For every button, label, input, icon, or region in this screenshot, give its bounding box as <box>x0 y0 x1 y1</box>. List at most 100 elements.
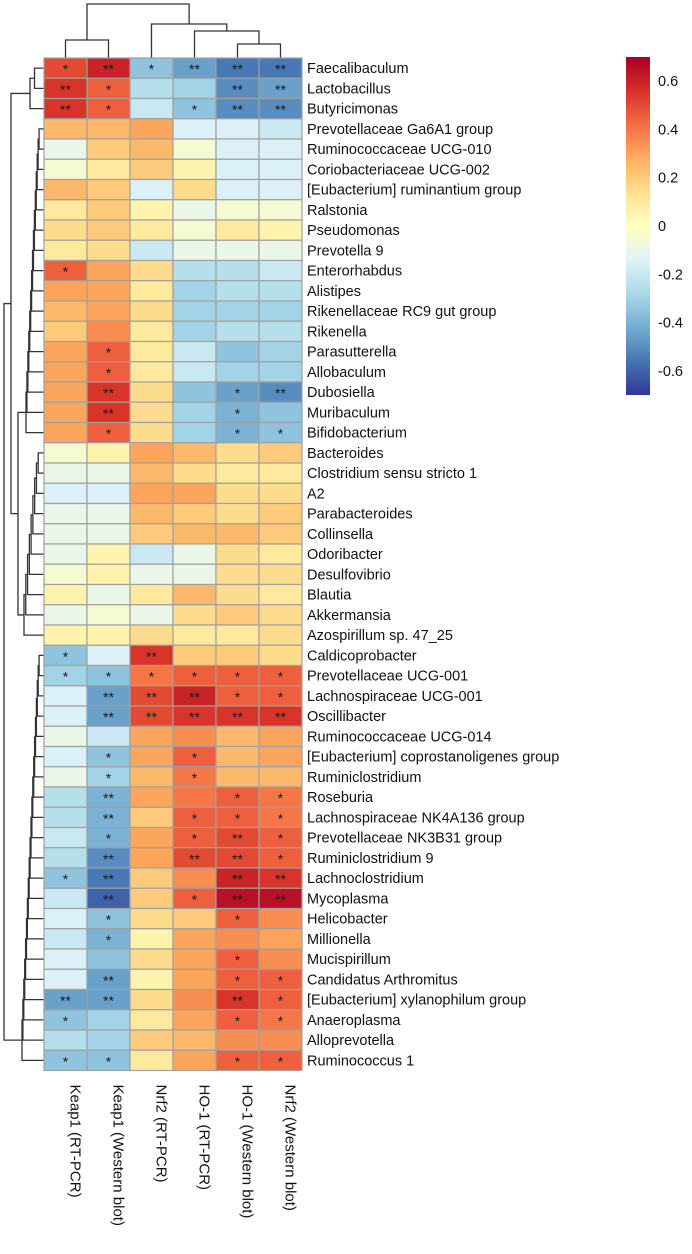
significance-mark: * <box>106 770 112 786</box>
row-label: Rikenellaceae RC9 gut group <box>307 304 496 320</box>
heatmap-cell <box>172 1009 217 1031</box>
dendrogram-branch <box>10 92 30 515</box>
dendrogram-branch <box>236 43 282 58</box>
row-label: [Eubacterium] coprostanoligenes group <box>307 750 559 766</box>
heatmap-cell <box>258 624 303 646</box>
row-label: Enterorhabdus <box>307 264 402 280</box>
significance-mark: ** <box>103 385 114 401</box>
color-legend: 0.6 0.4 0.2 0 -0.2 -0.4 -0.6 <box>626 57 683 395</box>
heatmap-cell <box>215 624 260 646</box>
significance-mark: ** <box>275 709 286 725</box>
significance-mark: ** <box>103 851 114 867</box>
heatmap-cell <box>215 158 260 181</box>
significance-mark: * <box>192 810 198 826</box>
significance-mark: * <box>63 648 69 664</box>
significance-mark: ** <box>232 871 243 887</box>
heatmap-cell <box>129 97 174 120</box>
heatmap-cell <box>215 300 260 322</box>
dendrogram-branch <box>32 495 44 535</box>
heatmap-cell <box>43 928 88 950</box>
row-labels: Faecalibaculum Lactobacillus Butyricimonas… <box>307 61 559 1069</box>
significance-mark: * <box>106 669 112 685</box>
heatmap-cell <box>215 118 260 140</box>
heatmap-cell <box>43 421 88 444</box>
row-label: Ralstonia <box>307 203 368 219</box>
row-label: Blautia <box>307 588 352 604</box>
heatmap-cell <box>172 138 217 160</box>
heatmap-cell <box>43 907 88 930</box>
significance-mark: ** <box>189 709 200 725</box>
heatmap-cell <box>43 766 88 788</box>
heatmap-cell <box>86 199 131 221</box>
heatmap-cell <box>43 685 88 707</box>
row-label: Butyricimonas <box>307 102 398 118</box>
heatmap-cell <box>258 928 303 950</box>
row-label: Pseudomonas <box>307 223 400 239</box>
heatmap-cell <box>43 178 88 201</box>
significance-mark: ** <box>189 61 200 77</box>
heatmap-cell <box>129 766 174 788</box>
row-label: Rikenella <box>307 324 368 340</box>
heatmap-cell <box>258 907 303 930</box>
heatmap-cell <box>43 320 88 343</box>
row-label: Dubosiella <box>307 385 376 401</box>
row-label: Bacteroides <box>307 446 384 462</box>
significance-mark: ** <box>232 993 243 1009</box>
legend-colorbar <box>626 57 650 395</box>
heatmap-cell <box>43 199 88 221</box>
heatmap-cell <box>86 948 131 970</box>
column-label: HO-1 (RT-PCR) <box>196 1085 213 1191</box>
significance-mark: * <box>63 871 69 887</box>
heatmap-cell <box>43 968 88 991</box>
row-label: Lachnospiraceae UCG-001 <box>307 689 483 705</box>
heatmap-cell <box>129 988 174 1011</box>
heatmap-cell <box>86 280 131 302</box>
heatmap-cell <box>129 280 174 302</box>
heatmap-cell <box>129 563 174 586</box>
significance-mark: ** <box>232 709 243 725</box>
heatmap-cell <box>172 502 217 525</box>
heatmap-cell <box>129 847 174 869</box>
heatmap-cell <box>172 482 217 505</box>
significance-mark: * <box>106 102 112 118</box>
heatmap-cell <box>172 988 217 1011</box>
heatmap-cell <box>172 442 217 464</box>
heatmap-cell <box>129 806 174 829</box>
significance-mark: * <box>63 61 69 77</box>
heatmap-cell <box>43 482 88 505</box>
row-label: Parabacteroides <box>307 507 413 523</box>
heatmap-cell <box>43 1029 88 1051</box>
significance-mark: * <box>235 810 241 826</box>
significance-mark: * <box>278 972 284 988</box>
row-label: A2 <box>307 486 325 502</box>
heatmap-cell <box>43 239 88 262</box>
heatmap-cell <box>172 583 217 606</box>
heatmap-cell <box>129 77 174 100</box>
significance-mark: * <box>192 770 198 786</box>
significance-mark: * <box>235 1013 241 1029</box>
significance-mark: ** <box>60 102 71 118</box>
row-label: Anaeroplasma <box>307 1013 401 1029</box>
row-label: Mycoplasma <box>307 891 389 907</box>
heatmap-cell <box>172 1029 217 1051</box>
heatmap-cell <box>86 178 131 201</box>
heatmap-cell <box>43 948 88 970</box>
row-label: Roseburia <box>307 790 374 806</box>
significance-mark: * <box>235 790 241 806</box>
significance-mark: ** <box>103 871 114 887</box>
heatmap-cell <box>43 523 88 545</box>
significance-mark: ** <box>146 689 157 705</box>
heatmap-cell <box>258 118 303 140</box>
heatmap-cell <box>215 219 260 241</box>
significance-mark: * <box>278 851 284 867</box>
heatmap-cell <box>86 523 131 545</box>
significance-mark: * <box>235 385 241 401</box>
dendrogram-branch <box>34 477 44 515</box>
heatmap-cell <box>258 401 303 424</box>
heatmap-cell <box>258 340 303 363</box>
significance-mark: * <box>106 932 112 948</box>
significance-mark: * <box>192 831 198 847</box>
heatmap-cell <box>172 340 217 363</box>
significance-mark: ** <box>189 851 200 867</box>
significance-mark: ** <box>232 102 243 118</box>
